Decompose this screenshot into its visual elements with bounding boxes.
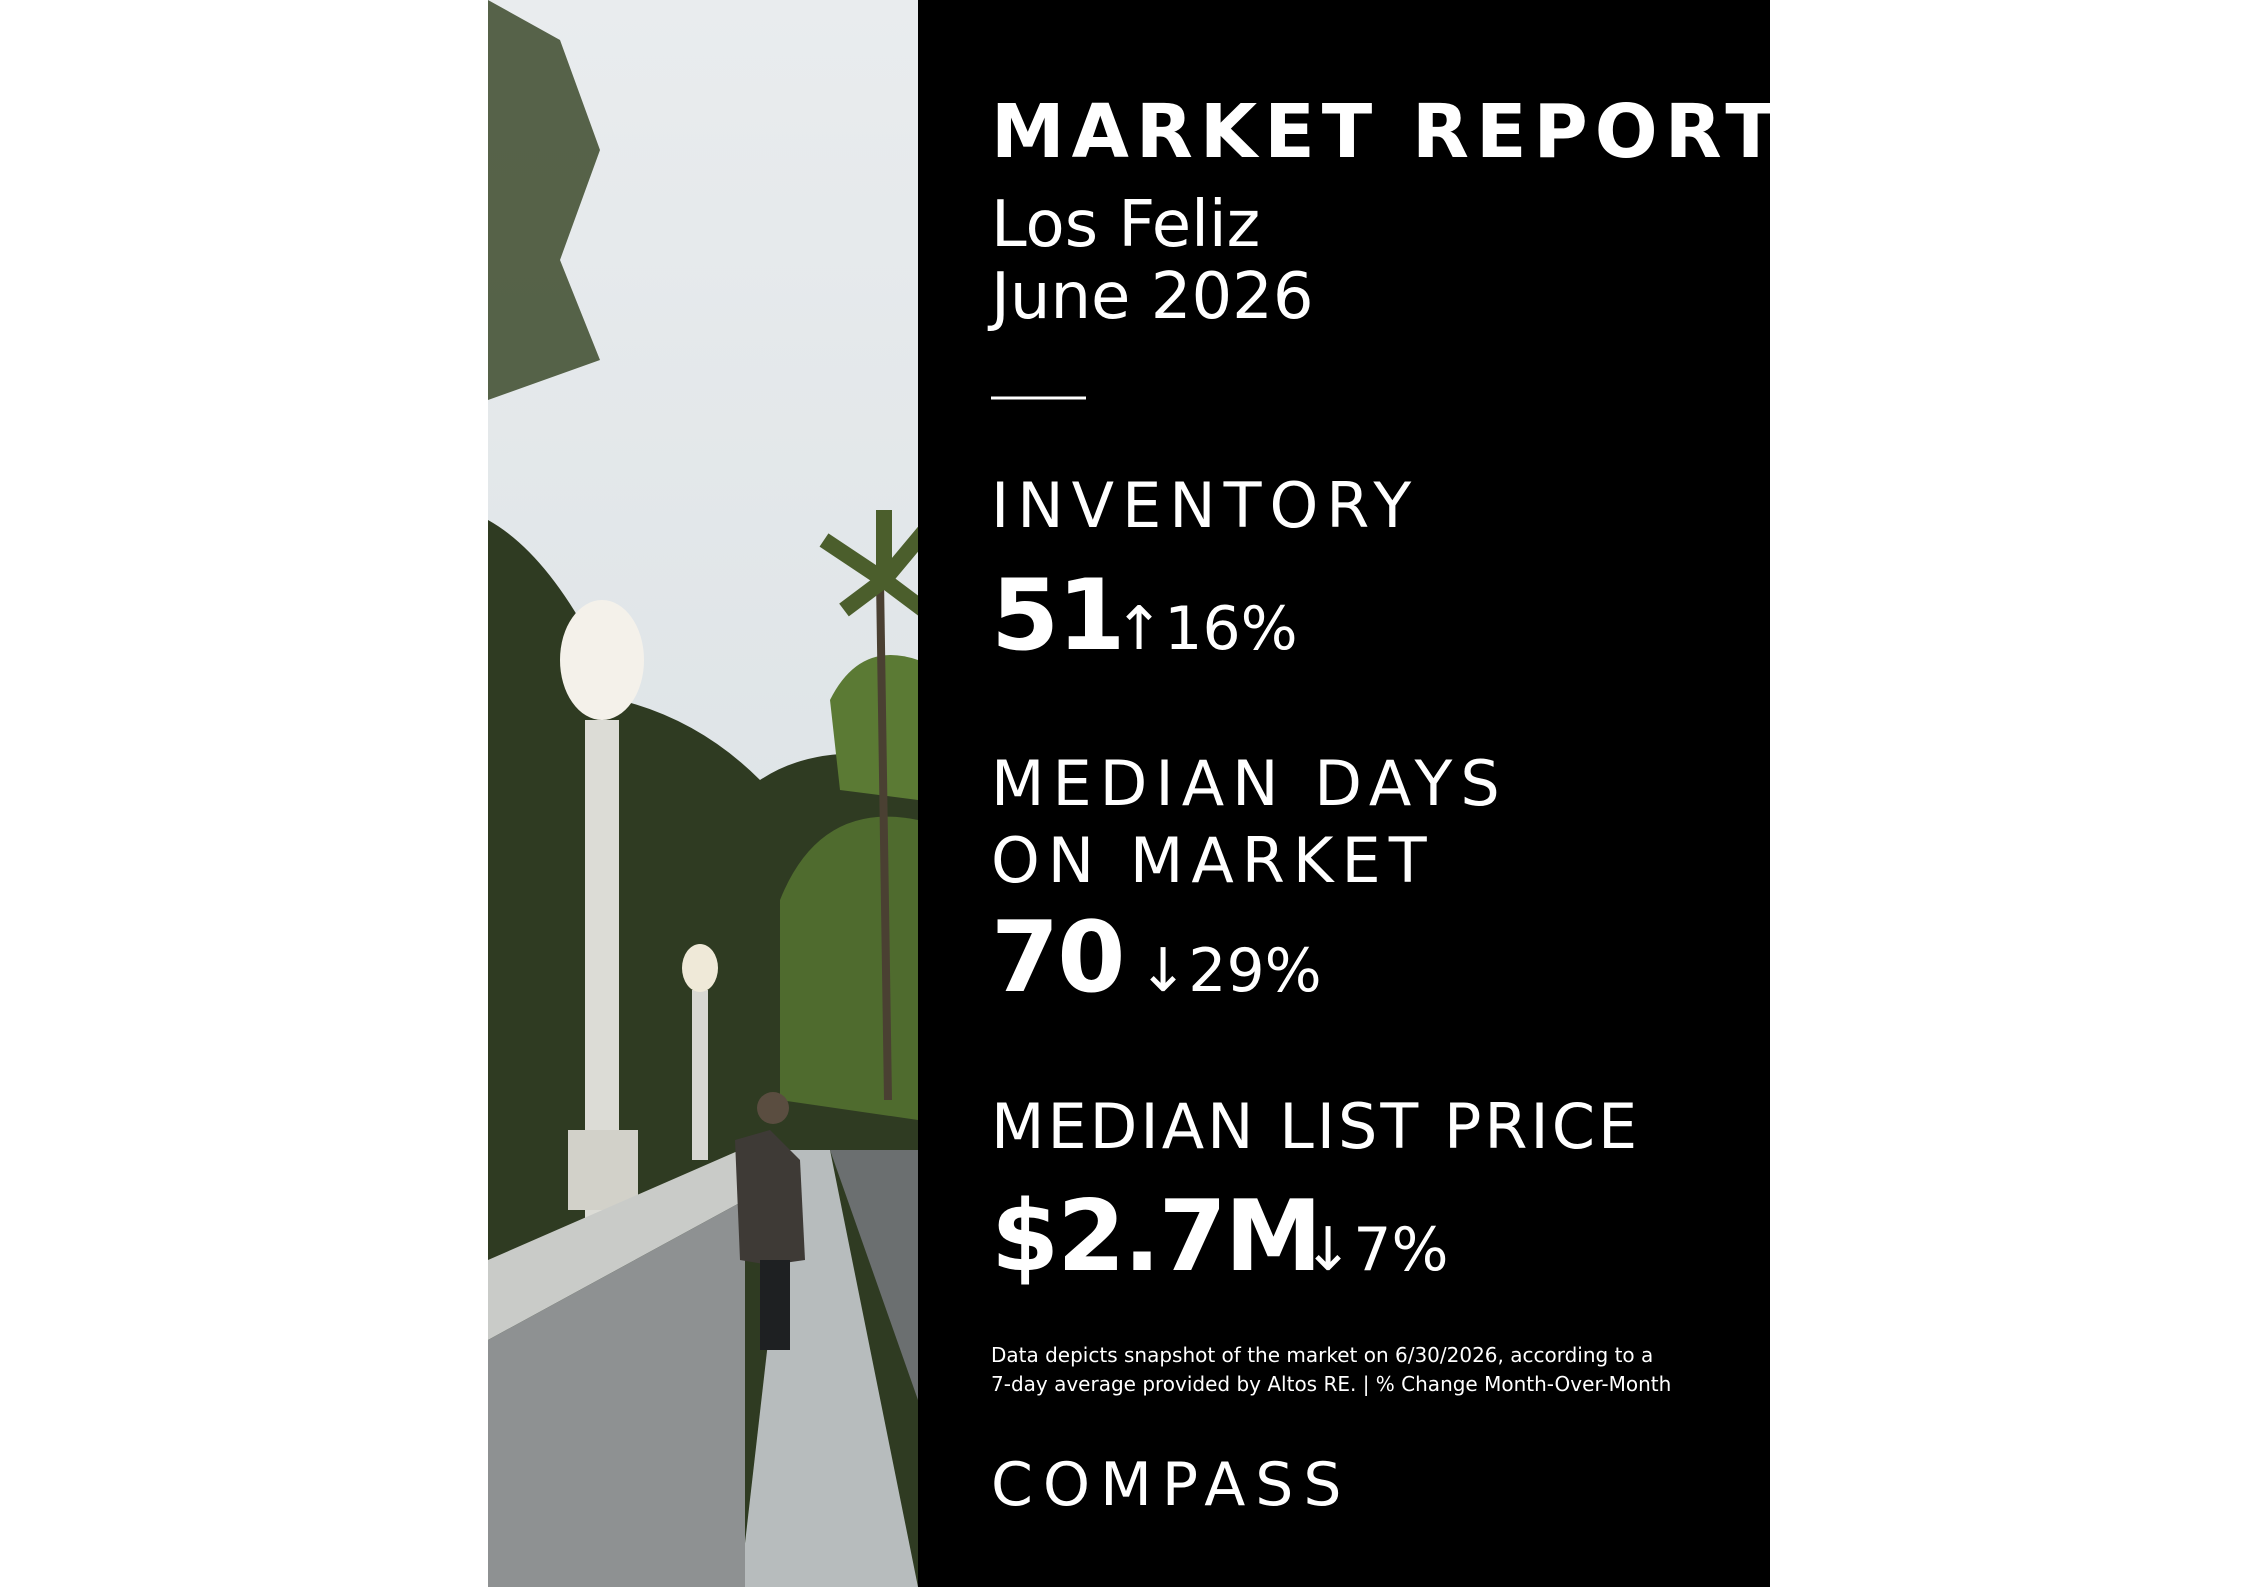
metric-value: 70 bbox=[991, 901, 1123, 1015]
metric-change: ↓29% bbox=[1138, 936, 1322, 1006]
footnote: Data depicts snapshot of the market on 6… bbox=[991, 1343, 1653, 1367]
metric-value: 51 bbox=[991, 559, 1123, 673]
report-date: June 2026 bbox=[987, 260, 1314, 334]
metric-label: INVENTORY bbox=[991, 469, 1419, 542]
metric-label: MEDIAN DAYS bbox=[991, 747, 1508, 820]
footnote: 7-day average provided by Altos RE. | % … bbox=[991, 1372, 1671, 1396]
metric-label: ON MARKET bbox=[991, 824, 1435, 897]
metric-value: $2.7M bbox=[991, 1180, 1320, 1294]
metric-label: MEDIAN LIST PRICE bbox=[991, 1090, 1640, 1163]
report-title: MARKET REPORT bbox=[991, 89, 1783, 175]
brand-logo: COMPASS bbox=[991, 1450, 1351, 1520]
location: Los Feliz bbox=[991, 188, 1260, 262]
metric-change: ↑16% bbox=[1114, 594, 1298, 664]
info-panel bbox=[918, 0, 1770, 1587]
metric-change: ↓7% bbox=[1303, 1215, 1448, 1285]
photo bbox=[488, 0, 918, 1587]
